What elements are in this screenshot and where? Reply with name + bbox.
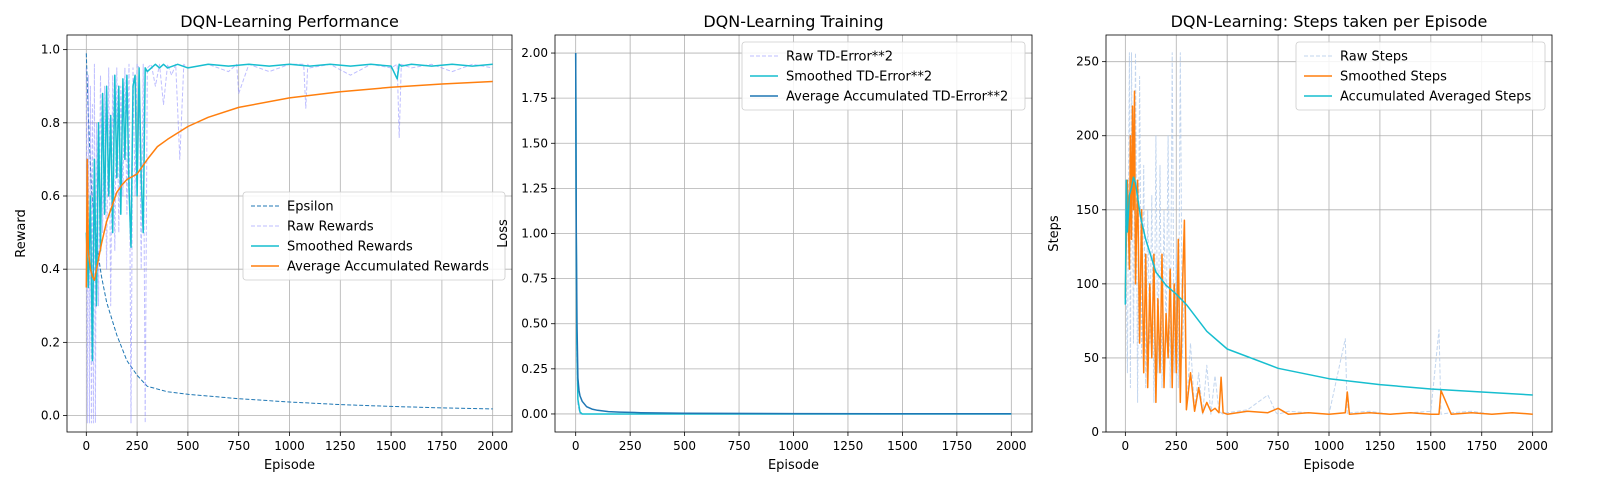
y-axis-label: Reward <box>14 209 29 257</box>
series-line-2 <box>574 52 1012 415</box>
y-tick-label: 1.25 <box>521 181 548 195</box>
x-tick-label: 500 <box>176 439 199 453</box>
legend: Epsilon Raw Rewards Smoothed Rewards Averag… <box>242 191 506 281</box>
y-tick-label: 250 <box>1076 55 1099 69</box>
x-tick-label: 2000 <box>477 439 508 453</box>
panel-steps: 0 250 500 750 1000 1250 1500 1750 2000 0 50 100 150 2… <box>1047 12 1553 473</box>
panel-training: 0 250 500 750 1000 1250 1500 1750 2000 0.00 0.25 0.… <box>496 12 1033 473</box>
legend-label: Average Accumulated TD-Error**2 <box>786 90 1008 105</box>
x-tick-label: 500 <box>673 439 696 453</box>
chart-title: DQN-Learning Performance <box>180 12 399 31</box>
legend-label: Raw Steps <box>1340 50 1408 65</box>
x-tick-label: 750 <box>728 439 751 453</box>
y-tick-label: 200 <box>1076 129 1099 143</box>
x-tick-label: 250 <box>619 439 642 453</box>
x-tick-label: 0 <box>82 439 90 453</box>
panel-performance: 0 250 500 750 1000 1250 1500 1750 2000 0.0 0.2 0.4 0… <box>14 12 513 473</box>
y-tick-label: 1.0 <box>41 43 60 57</box>
x-tick-label: 1750 <box>942 439 973 453</box>
legend: Raw TD-Error**2 Smoothed TD-Error**2 Avera… <box>741 41 1026 111</box>
legend-box <box>741 41 1026 111</box>
x-tick-label: 500 <box>1216 439 1239 453</box>
legend-label: Smoothed Rewards <box>287 240 413 255</box>
x-tick-label: 1500 <box>376 439 407 453</box>
series-group <box>574 52 1012 415</box>
x-tick-label: 1500 <box>1416 439 1447 453</box>
y-tick-label: 0.50 <box>521 317 548 331</box>
y-tick-label: 0.6 <box>41 189 60 203</box>
x-tick-label: 2000 <box>996 439 1027 453</box>
y-tick-label: 0.2 <box>41 335 60 349</box>
series-line-2 <box>1124 176 1533 396</box>
y-tick-label: 150 <box>1076 203 1099 217</box>
series-line-1 <box>1124 90 1533 415</box>
legend-label: Raw Rewards <box>287 220 374 235</box>
legend-label: Average Accumulated Rewards <box>287 260 489 275</box>
x-tick-label: 1000 <box>778 439 809 453</box>
y-tick-label: 0.8 <box>41 116 60 130</box>
legend-box <box>242 191 506 281</box>
x-tick-label: 750 <box>227 439 250 453</box>
chart-title: DQN-Learning: Steps taken per Episode <box>1171 12 1488 31</box>
x-tick-label: 2000 <box>1517 439 1548 453</box>
y-tick-label: 1.75 <box>521 91 548 105</box>
x-tick-label: 1000 <box>274 439 305 453</box>
legend-label: Epsilon <box>287 200 334 215</box>
x-tick-label: 750 <box>1267 439 1290 453</box>
legend-label: Smoothed Steps <box>1340 70 1447 85</box>
legend-label: Raw TD-Error**2 <box>786 50 893 65</box>
x-tick-label: 1250 <box>833 439 864 453</box>
x-tick-label: 1500 <box>887 439 918 453</box>
legend: Raw Steps Smoothed Steps Accumulated Avera… <box>1295 41 1546 111</box>
x-tick-label: 250 <box>126 439 149 453</box>
y-tick-label: 0.0 <box>41 409 60 423</box>
y-axis-label: Loss <box>496 219 511 248</box>
y-axis-label: Steps <box>1047 215 1062 252</box>
x-tick-label: 0 <box>1122 439 1130 453</box>
y-tick-label: 0.75 <box>521 272 548 286</box>
y-tick-label: 0 <box>1091 425 1099 439</box>
series-line-3 <box>85 80 493 288</box>
legend-label: Smoothed TD-Error**2 <box>786 70 932 85</box>
series-line-2 <box>85 63 493 362</box>
x-tick-label: 250 <box>1165 439 1188 453</box>
chart-title: DQN-Learning Training <box>703 12 883 31</box>
legend-box <box>1295 41 1546 111</box>
x-tick-label: 1750 <box>1466 439 1497 453</box>
series-group <box>85 53 493 424</box>
y-tick-label: 0.00 <box>521 407 548 421</box>
x-tick-label: 0 <box>572 439 580 453</box>
y-tick-label: 1.00 <box>521 227 548 241</box>
x-axis-label: Episode <box>768 458 819 473</box>
x-tick-label: 1750 <box>427 439 458 453</box>
y-tick-label: 1.50 <box>521 136 548 150</box>
x-tick-label: 1000 <box>1314 439 1345 453</box>
x-tick-label: 1250 <box>1365 439 1396 453</box>
x-axis-label: Episode <box>264 458 315 473</box>
y-tick-label: 50 <box>1084 351 1099 365</box>
x-tick-label: 1250 <box>325 439 356 453</box>
y-tick-label: 100 <box>1076 277 1099 291</box>
legend-label: Accumulated Averaged Steps <box>1340 90 1532 105</box>
y-tick-label: 2.00 <box>521 46 548 60</box>
y-tick-label: 0.25 <box>521 362 548 376</box>
y-tick-label: 0.4 <box>41 262 60 276</box>
series-group <box>1124 52 1533 415</box>
x-axis-label: Episode <box>1303 458 1354 473</box>
